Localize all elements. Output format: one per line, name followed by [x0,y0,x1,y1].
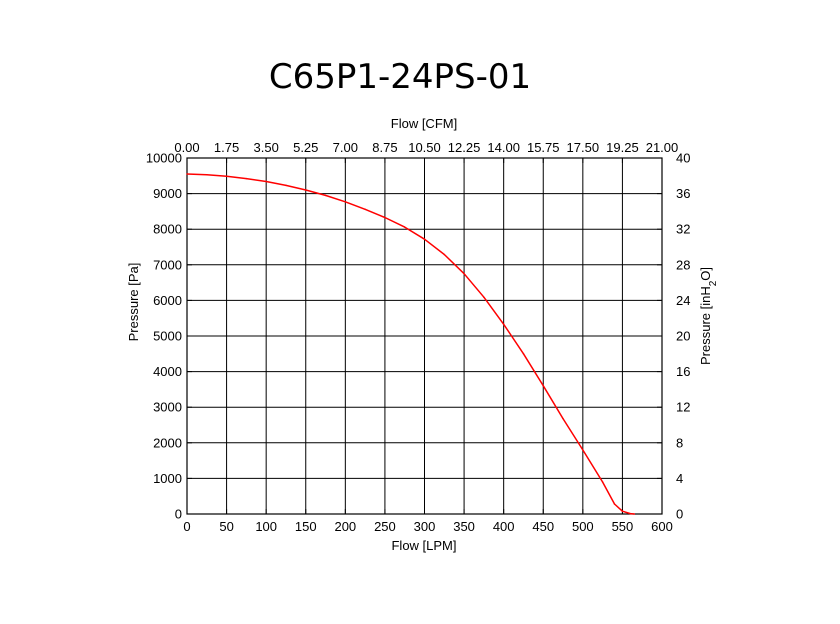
series-point [364,208,366,211]
y2-tick-label: 12 [676,400,690,415]
series-point [305,189,307,191]
x-tick-label: 450 [532,519,554,534]
series-point [463,272,465,275]
x-tick-label: 550 [612,519,634,534]
series-point [443,253,446,256]
series-point [403,226,406,228]
series-line [186,173,635,515]
y-tick-label: 9000 [153,186,182,201]
x-tick-label: 0 [183,519,190,534]
x2-tick-label: 0.00 [174,140,199,155]
y-tick-label: 7000 [153,257,182,272]
y-tick-label: 0 [175,507,182,522]
series-point [225,175,228,177]
series-group [186,173,636,515]
series-point [384,216,386,219]
y-tick-label: 6000 [153,293,182,308]
series-point [324,194,327,197]
series-point [629,512,632,515]
series-point [265,180,267,183]
x2-tick-label: 1.75 [214,140,239,155]
x-tick-label: 50 [219,519,233,534]
series-point [186,173,188,175]
x2-tick-label: 3.50 [254,140,279,155]
y2-tick-label: 16 [676,364,690,379]
series-point [613,503,616,505]
series-point [344,201,347,203]
chart-title: C65P1-24PS-01 [269,57,531,97]
x-tick-label: 250 [374,519,396,534]
x2-tick-label: 7.00 [333,140,358,155]
y-tick-label: 2000 [153,435,182,450]
y2-tick-label: 0 [676,507,683,522]
y2-tick-label: 28 [676,257,690,272]
y2-tick-label: 40 [676,151,690,166]
y2-axis-label: Pressure [inH2O] [698,267,719,365]
y2-tick-label: 8 [676,435,683,450]
x2-tick-label: 15.75 [527,140,560,155]
series-point [562,417,564,420]
y-tick-label: 10000 [146,151,182,166]
y-tick-label: 5000 [153,329,182,344]
x-tick-label: 300 [414,519,436,534]
y2-tick-label: 32 [676,222,690,237]
series-point [483,296,485,298]
series-point [206,173,208,176]
series-point [601,481,604,483]
series-point [522,353,525,355]
x-tick-label: 100 [255,519,277,534]
series-point [621,510,624,512]
x2-tick-label: 19.25 [606,140,639,155]
x-tick-label: 200 [334,519,356,534]
x2-tick-label: 21.00 [646,140,679,155]
y2-tick-label: 4 [676,471,683,486]
x-tick-label: 350 [453,519,475,534]
y2-tick-label: 20 [676,329,690,344]
x2-tick-label: 12.25 [448,140,481,155]
y2-axis-ticks: 0 4 8 12 16 20 24 28 32 36 40 [657,151,690,522]
x-tick-label: 600 [651,519,673,534]
grid-lines [187,158,662,514]
y-axis-ticks: 0 1000 2000 3000 4000 5000 6000 7000 8000 9000 100… [146,151,192,522]
x-axis-ticks: 0 50 100 150 200 250 300 350 400 450 500 550 600 [183,509,673,534]
y-tick-label: 1000 [153,471,182,486]
y-tick-label: 3000 [153,400,182,415]
series-point [502,323,505,326]
x-tick-label: 400 [493,519,515,534]
x2-tick-label: 8.75 [372,140,397,155]
series-point [633,513,636,515]
series-point [285,184,287,187]
y2-tick-label: 36 [676,186,690,201]
x-tick-label: 150 [295,519,317,534]
x-axis-label: Flow [LPM] [391,538,456,553]
y-tick-label: 4000 [153,364,182,379]
x-tick-label: 500 [572,519,594,534]
series-point [582,449,584,451]
series-point [423,238,426,240]
y-tick-label: 8000 [153,222,182,237]
x2-tick-label: 5.25 [293,140,318,155]
y-axis-label: Pressure [Pa] [126,263,141,342]
x2-axis-label: Flow [CFM] [391,116,457,131]
series-point [245,177,248,180]
x2-tick-label: 17.50 [567,140,600,155]
y2-tick-label: 24 [676,293,690,308]
x2-tick-label: 14.00 [487,140,520,155]
x2-axis-ticks: 0.00 1.75 3.50 5.25 7.00 8.75 10.50 12.25 14.00 1… [174,140,678,163]
x2-tick-label: 10.50 [408,140,441,155]
series-point [542,385,544,387]
